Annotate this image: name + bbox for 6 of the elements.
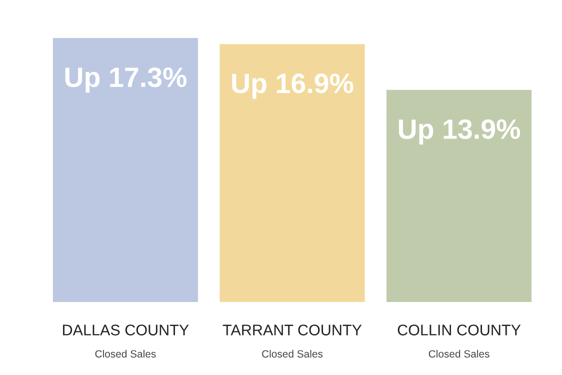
category-label: DALLAS COUNTY Closed Sales bbox=[63, 324, 189, 358]
data-label: Up 13.9% bbox=[398, 119, 520, 144]
category-label: COLLIN COUNTY Closed Sales bbox=[398, 324, 521, 358]
data-label: Up 16.9% bbox=[232, 74, 354, 99]
category-label: TARRANT COUNTY Closed Sales bbox=[222, 324, 362, 358]
data-label: Up 17.3% bbox=[65, 67, 186, 93]
